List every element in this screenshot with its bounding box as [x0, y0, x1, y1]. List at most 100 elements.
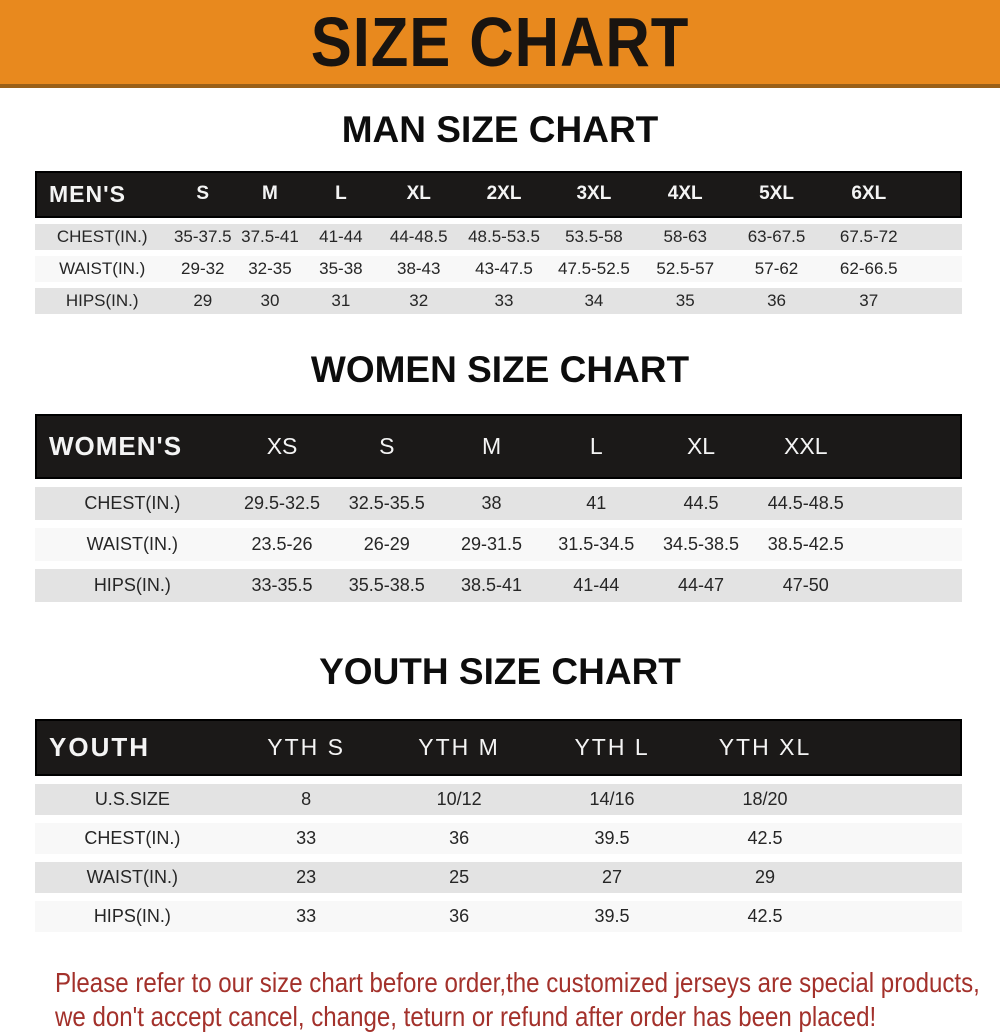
- measurement-value: 38.5-42.5: [753, 528, 859, 562]
- table-row: HIPS(IN.) 33 36 39.5 42.5: [35, 901, 962, 933]
- size-column-header: YTH L: [535, 719, 689, 777]
- size-column-header: S: [334, 414, 440, 480]
- measurement-value: 35: [639, 287, 732, 314]
- measurement-label: CHEST(IN.): [35, 823, 230, 855]
- measurement-label: U.S.SIZE: [35, 784, 230, 816]
- size-column-header: 3XL: [548, 170, 640, 218]
- measurement-value: 34: [548, 287, 640, 314]
- measurement-value: 37: [821, 287, 916, 314]
- row-spacer: [841, 784, 962, 816]
- measurement-value: 33-35.5: [229, 569, 335, 603]
- measurement-value: 44-48.5: [377, 223, 460, 250]
- measurement-value: 42.5: [688, 823, 842, 855]
- row-spacer: [915, 287, 962, 314]
- measurement-value: 37.5-41: [236, 223, 304, 250]
- measurement-label: HIPS(IN.): [35, 287, 170, 314]
- order-policy-note: Please refer to our size chart before or…: [55, 966, 980, 1034]
- table-row: CHEST(IN.) 29.5-32.5 32.5-35.5 38 41 44.5 44.5…: [35, 487, 962, 521]
- youth-size-chart-heading: YOUTH SIZE CHART: [319, 651, 681, 693]
- measurement-value: 35-37.5: [169, 223, 237, 250]
- row-spacer: [858, 569, 962, 603]
- measurement-value: 29-31.5: [439, 528, 544, 562]
- measurement-value: 43-47.5: [459, 255, 549, 282]
- measurement-value: 34.5-38.5: [648, 528, 754, 562]
- measurement-value: 29.5-32.5: [229, 487, 335, 521]
- measurement-value: 10/12: [382, 784, 536, 816]
- table-row: WAIST(IN.) 23 25 27 29: [35, 862, 962, 894]
- measurement-value: 35-38: [303, 255, 378, 282]
- measurement-value: 47.5-52.5: [548, 255, 640, 282]
- size-column-header: YTH XL: [688, 719, 842, 777]
- size-column-header: L: [543, 414, 649, 480]
- measurement-value: 41-44: [303, 223, 378, 250]
- measurement-value: 33: [229, 823, 383, 855]
- table-row: WAIST(IN.) 23.5-26 26-29 29-31.5 31.5-34.5 34…: [35, 528, 962, 562]
- measurement-value: 35.5-38.5: [334, 569, 440, 603]
- size-column-header: S: [169, 170, 237, 218]
- measurement-value: 33: [459, 287, 549, 314]
- measurement-value: 62-66.5: [821, 255, 916, 282]
- row-spacer: [841, 823, 962, 855]
- size-column-header: L: [303, 170, 378, 218]
- measurement-value: 32: [377, 287, 460, 314]
- table-row: U.S.SIZE 8 10/12 14/16 18/20: [35, 784, 962, 816]
- measurement-value: 32-35: [236, 255, 304, 282]
- row-spacer: [841, 862, 962, 894]
- measurement-value: 44.5-48.5: [753, 487, 859, 521]
- womens-header-row: WOMEN'S XS S M L XL XXL: [35, 414, 962, 480]
- measurement-value: 32.5-35.5: [334, 487, 440, 521]
- measurement-value: 31: [303, 287, 378, 314]
- mens-size-table: MEN'S S M L XL 2XL 3XL 4XL 5XL 6XL CHEST(IN.) 35-3…: [35, 165, 962, 320]
- measurement-value: 23.5-26: [229, 528, 335, 562]
- measurement-value: 31.5-34.5: [543, 528, 649, 562]
- measurement-label: CHEST(IN.): [35, 223, 170, 250]
- measurement-value: 14/16: [535, 784, 689, 816]
- measurement-value: 18/20: [688, 784, 842, 816]
- measurement-value: 30: [236, 287, 304, 314]
- measurement-value: 41-44: [543, 569, 649, 603]
- measurement-value: 67.5-72: [821, 223, 916, 250]
- measurement-value: 39.5: [535, 901, 689, 933]
- table-row: CHEST(IN.) 33 36 39.5 42.5: [35, 823, 962, 855]
- womens-size-table: WOMEN'S XS S M L XL XXL CHEST(IN.) 29.5-32.5 32.…: [35, 406, 962, 610]
- row-spacer: [858, 528, 962, 562]
- size-column-header: XS: [229, 414, 335, 480]
- measurement-value: 48.5-53.5: [459, 223, 549, 250]
- size-column-header: M: [236, 170, 304, 218]
- measurement-value: 41: [543, 487, 649, 521]
- measurement-value: 33: [229, 901, 383, 933]
- measurement-value: 23: [229, 862, 383, 894]
- measurement-value: 8: [229, 784, 383, 816]
- order-policy-line-1: Please refer to our size chart before or…: [55, 967, 980, 999]
- table-row: CHEST(IN.) 35-37.5 37.5-41 41-44 44-48.5 48.5…: [35, 223, 962, 250]
- measurement-value: 58-63: [639, 223, 732, 250]
- measurement-value: 38.5-41: [439, 569, 544, 603]
- size-column-header: XL: [648, 414, 754, 480]
- measurement-value: 44.5: [648, 487, 754, 521]
- measurement-value: 39.5: [535, 823, 689, 855]
- size-chart-banner: SIZE CHART: [0, 0, 1000, 88]
- measurement-value: 57-62: [731, 255, 822, 282]
- measurement-label: WAIST(IN.): [35, 862, 230, 894]
- measurement-value: 52.5-57: [639, 255, 732, 282]
- table-row: HIPS(IN.) 29 30 31 32 33 34 35 36 37: [35, 287, 962, 314]
- measurement-label: HIPS(IN.): [35, 901, 230, 933]
- measurement-value: 27: [535, 862, 689, 894]
- measurement-label: HIPS(IN.): [35, 569, 230, 603]
- header-spacer: [858, 414, 962, 480]
- measurement-label: WAIST(IN.): [35, 528, 230, 562]
- size-column-header: 4XL: [639, 170, 732, 218]
- measurement-value: 38-43: [377, 255, 460, 282]
- measurement-value: 47-50: [753, 569, 859, 603]
- measurement-value: 38: [439, 487, 544, 521]
- size-column-header: 6XL: [821, 170, 916, 218]
- row-spacer: [841, 901, 962, 933]
- measurement-value: 29: [169, 287, 237, 314]
- header-spacer: [915, 170, 962, 218]
- measurement-value: 36: [382, 901, 536, 933]
- table-group-label: YOUTH: [35, 719, 230, 777]
- measurement-value: 25: [382, 862, 536, 894]
- row-spacer: [915, 255, 962, 282]
- measurement-value: 63-67.5: [731, 223, 822, 250]
- table-group-label: MEN'S: [35, 170, 170, 218]
